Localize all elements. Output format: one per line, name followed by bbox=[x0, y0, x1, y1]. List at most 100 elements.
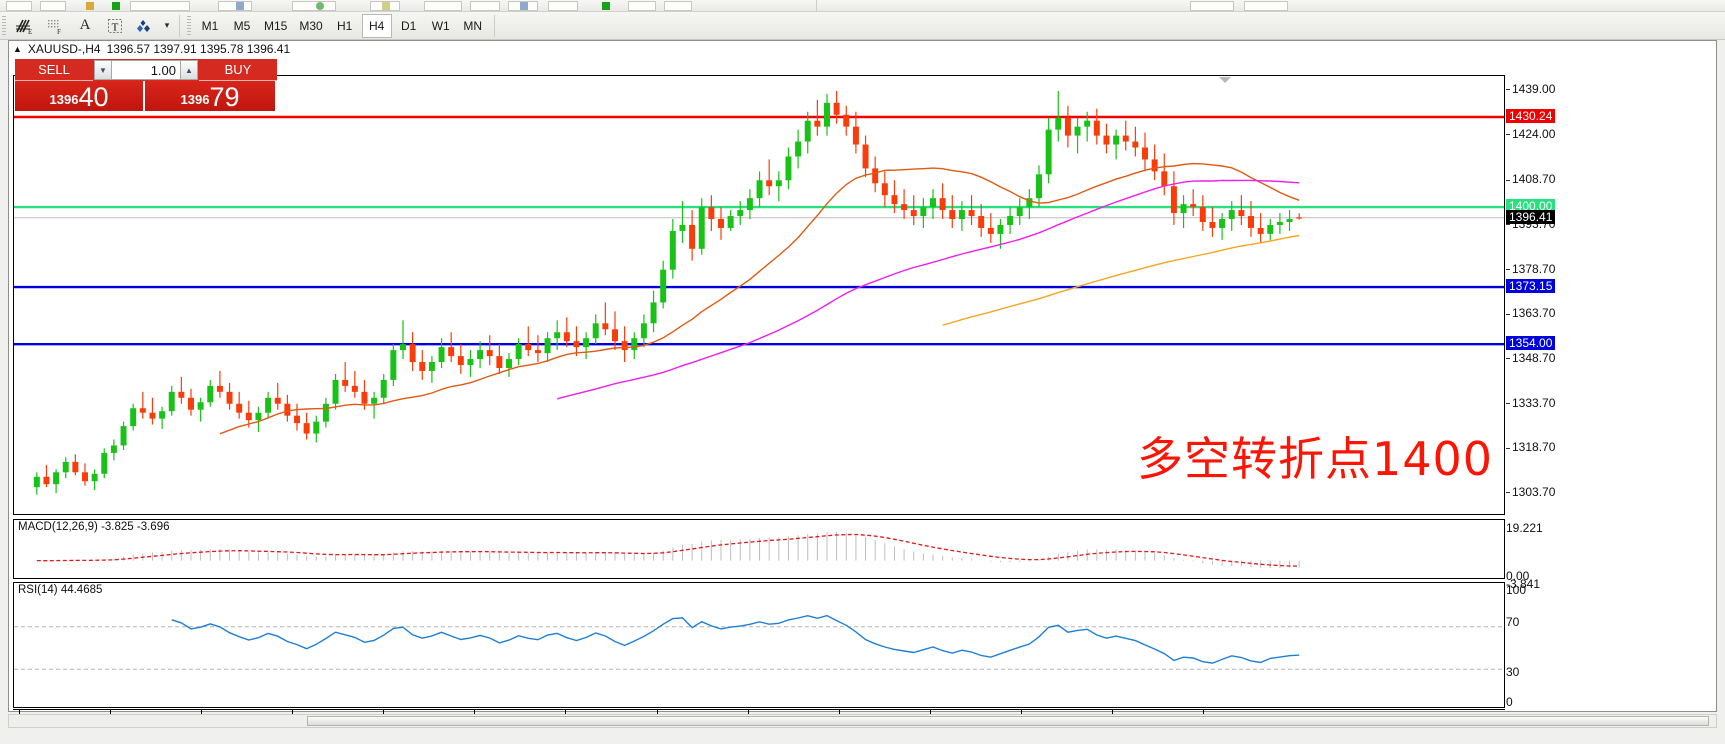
sell-price-display[interactable]: 1396 40 bbox=[15, 81, 145, 111]
rsi-canvas bbox=[14, 614, 1504, 670]
yellow-square-icon[interactable] bbox=[382, 2, 390, 10]
chart-window[interactable]: ▲ XAUUSD-,H4 1396.57 1397.91 1395.78 139… bbox=[8, 40, 1717, 726]
candle-body bbox=[226, 391, 233, 404]
price-pane[interactable] bbox=[13, 75, 1505, 515]
text-tool-icon[interactable]: A bbox=[79, 17, 91, 33]
candle-body bbox=[62, 461, 69, 473]
timeframe-grip[interactable] bbox=[187, 15, 191, 36]
candle-body bbox=[612, 329, 618, 342]
candle-body bbox=[679, 224, 686, 231]
rsi-pane[interactable]: RSI(14) 44.4685 bbox=[13, 582, 1505, 708]
candle-body bbox=[631, 338, 638, 351]
toolbar-secondary bbox=[0, 0, 1725, 12]
candle-body bbox=[583, 338, 590, 348]
blue-square-icon[interactable] bbox=[520, 2, 528, 10]
folder-icon[interactable] bbox=[86, 2, 94, 10]
candle-body bbox=[554, 332, 561, 339]
green-square-icon[interactable] bbox=[602, 2, 610, 10]
candle-body bbox=[640, 323, 647, 339]
sell-button[interactable]: SELL bbox=[15, 59, 93, 81]
candle-body bbox=[660, 269, 667, 303]
candle-body bbox=[197, 402, 204, 410]
timeframe-h1[interactable]: H1 bbox=[337, 18, 353, 33]
time-tick bbox=[747, 710, 749, 714]
one-click-trading-panel[interactable]: SELL ▼ 1.00 ▲ BUY 1396 40 1396 79 bbox=[15, 59, 277, 111]
timeframe-h4[interactable]: H4 bbox=[361, 13, 392, 38]
toolbar-grip[interactable] bbox=[2, 15, 6, 36]
buy-button[interactable]: BUY bbox=[199, 59, 277, 81]
lot-increase-button[interactable]: ▲ bbox=[180, 60, 198, 80]
price-axis[interactable]: 1439.00 1424.00 1408.70 1393.70 1378.70 1363.… bbox=[1506, 75, 1714, 709]
indicators-icon[interactable]: E bbox=[10, 14, 40, 38]
objects-icon[interactable] bbox=[130, 14, 160, 38]
chart-dropdown-caret-icon[interactable] bbox=[1219, 77, 1231, 83]
buy-price-integer: 1396 bbox=[180, 92, 210, 107]
candle-body bbox=[718, 219, 724, 228]
toolbar-chip[interactable] bbox=[218, 1, 252, 11]
price-badge-1400.00: 1400.00 bbox=[1506, 199, 1556, 214]
candle-body bbox=[1142, 147, 1148, 160]
candle-body bbox=[1286, 219, 1293, 222]
toolbar-chip[interactable] bbox=[130, 1, 190, 11]
macd-canvas bbox=[36, 532, 1300, 568]
candle-body bbox=[1199, 207, 1206, 222]
toolbar-chip[interactable] bbox=[664, 1, 692, 11]
timeframe-mn[interactable]: MN bbox=[463, 18, 483, 33]
scrollbar-thumb[interactable] bbox=[307, 716, 1709, 726]
candle-body bbox=[1045, 129, 1052, 175]
candle-body bbox=[419, 362, 426, 371]
candle-body bbox=[1122, 135, 1129, 142]
toolbar-chip[interactable] bbox=[6, 1, 32, 11]
timeframe-m1[interactable]: M1 bbox=[201, 18, 219, 33]
buy-price-display[interactable]: 1396 79 bbox=[145, 81, 275, 111]
toolbar-chip[interactable] bbox=[292, 1, 336, 11]
macd-pane[interactable]: MACD(12,26,9) -3.825 -3.696 bbox=[13, 519, 1505, 579]
toolbar-chip[interactable] bbox=[424, 1, 462, 11]
horizontal-scrollbar[interactable] bbox=[8, 714, 1717, 728]
candle-body bbox=[1219, 219, 1226, 228]
candle-body bbox=[804, 120, 811, 142]
candle-body bbox=[342, 379, 349, 386]
moving-average-MA-slow bbox=[942, 234, 1300, 326]
candle-body bbox=[1296, 217, 1303, 219]
price-chart-canvas bbox=[14, 90, 1504, 495]
candle-body bbox=[130, 408, 137, 427]
lot-size-input[interactable]: 1.00 bbox=[112, 60, 180, 80]
candle-body bbox=[843, 114, 850, 127]
candle-body bbox=[881, 183, 888, 196]
candle-body bbox=[1064, 117, 1071, 136]
blue-square-icon[interactable] bbox=[236, 2, 244, 10]
rsi-axis-0: 0 bbox=[1506, 695, 1513, 709]
green-square-icon[interactable] bbox=[112, 2, 120, 10]
timeframe-m30[interactable]: M30 bbox=[299, 18, 323, 33]
candle-body bbox=[438, 347, 445, 363]
timeframe-w1[interactable]: W1 bbox=[431, 18, 450, 33]
toolbar-chip[interactable] bbox=[548, 1, 578, 11]
candle-body bbox=[390, 350, 397, 380]
time-tick bbox=[929, 710, 931, 714]
candle-body bbox=[525, 344, 532, 351]
grid-icon[interactable]: F bbox=[40, 14, 70, 38]
timeframe-d1[interactable]: D1 bbox=[401, 18, 417, 33]
toolbar-chip[interactable] bbox=[470, 1, 500, 11]
svg-text:F: F bbox=[57, 28, 61, 35]
candle-body bbox=[621, 341, 628, 351]
timeframe-m15[interactable]: M15 bbox=[264, 18, 288, 33]
lot-size-stepper[interactable]: ▼ 1.00 ▲ bbox=[93, 59, 199, 81]
candle-body bbox=[544, 338, 551, 354]
timeframe-m5[interactable]: M5 bbox=[233, 18, 251, 33]
candle-body bbox=[110, 445, 117, 453]
toolbar-chip[interactable] bbox=[628, 1, 656, 11]
candle-body bbox=[573, 341, 580, 348]
text-label-icon[interactable]: T bbox=[100, 14, 130, 38]
toolbar-chip[interactable] bbox=[1190, 1, 1234, 11]
candle-body bbox=[997, 224, 1004, 234]
toolbar-chip[interactable] bbox=[1244, 1, 1288, 11]
chevron-down-icon[interactable]: ▾ bbox=[164, 20, 170, 30]
lot-decrease-button[interactable]: ▼ bbox=[94, 60, 112, 80]
toolbar-chip[interactable] bbox=[40, 1, 66, 11]
candle-body bbox=[1276, 222, 1283, 225]
candle-body bbox=[371, 397, 378, 404]
candle-body bbox=[255, 412, 262, 421]
circle-icon[interactable] bbox=[316, 2, 324, 10]
